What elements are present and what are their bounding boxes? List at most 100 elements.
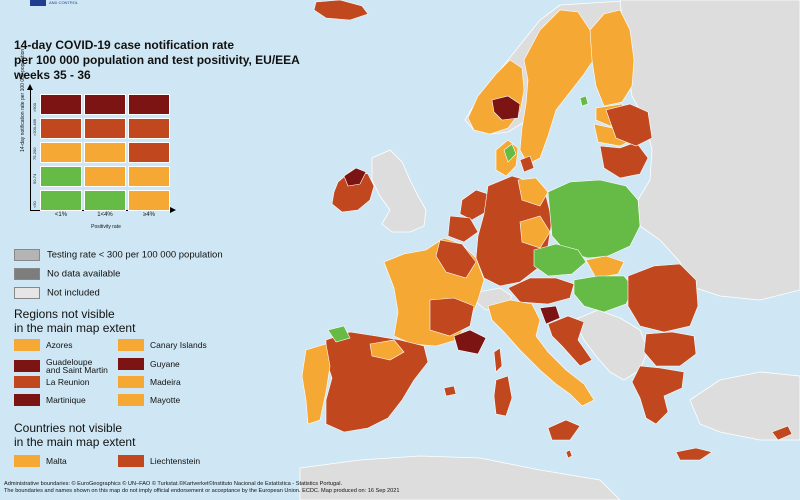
region-france-provence [453,329,487,355]
region-item: Azores [14,339,72,353]
countries-section-title: Countries not visible in the main map ex… [14,421,136,449]
matrix-cell [40,94,82,115]
matrix-cell [128,94,170,115]
legend-label: Not included [47,287,100,299]
region-france-southeast [429,297,475,337]
country-item: Liechtenstein [118,455,200,469]
legend-item: No data available [14,268,120,282]
matrix-cell [40,118,82,139]
matrix-x-axis-label: Positivity rate [91,224,121,230]
country-label: Malta [46,456,67,466]
region-swatch [14,394,40,406]
legend-swatch [14,287,40,299]
region-label: Azores [46,340,73,350]
region-romania [627,263,699,333]
region-item: Guyane [118,358,180,372]
legend-label: No data available [47,268,121,280]
region-spain-galicia [327,325,351,343]
legend-item: Not included [14,287,100,301]
matrix-y-tick: >500 [32,102,37,112]
matrix-y-tick: >200-499 [32,118,37,136]
region-balearic [443,385,457,397]
matrix-y-tick: <50 [32,201,37,208]
non-eu-land-great-britain [371,149,427,233]
matrix-y-tick: 50-74 [32,173,37,184]
logo-text: AND CONTROL [49,0,79,5]
region-slovakia [585,255,625,279]
region-swatch [118,394,144,406]
region-austria [507,277,575,305]
region-item: Canary Islands [118,339,207,353]
regions-section-title: Regions not visible in the main map exte… [14,307,136,335]
non-eu-land-turkey [689,371,800,441]
map-title: 14-day COVID-19 case notification rate p… [14,38,300,82]
region-france-northeast [435,239,477,279]
region-sweden [519,9,597,165]
matrix-cell [40,166,82,187]
region-belgium [447,215,479,243]
matrix-y-axis-label: 14-day notification rate per 100 000 pop… [20,48,26,152]
region-slovenia [539,305,561,325]
region-item: Guadeloupe and Saint Martin [14,358,108,374]
region-germany-northeast [517,177,549,207]
region-czechia [533,243,587,277]
matrix-y-tick: 75-200 [32,147,37,160]
region-portugal [301,343,331,425]
footer-attribution: Administrative boundaries: © EuroGeograp… [4,481,400,494]
region-lithuania [599,141,649,179]
legend-item: Testing rate < 300 per 100 000 populatio… [14,249,223,263]
legend-swatch [14,268,40,280]
region-iceland [313,0,369,21]
matrix-x-tick: 1<4% [97,212,113,218]
region-label: Madeira [150,377,181,387]
region-label: Guyane [150,359,180,369]
country-swatch [14,455,40,467]
region-hungary [573,275,635,313]
region-italy [487,299,595,407]
region-north-sea-islet [503,143,517,163]
matrix-cell [84,166,126,187]
region-denmark-zealand [519,155,535,173]
region-bulgaria [643,331,697,367]
region-item: Martinique [14,394,86,408]
country-item: Malta [14,455,67,469]
region-norway-oslo [491,95,521,121]
matrix-cell [84,190,126,211]
matrix-cell [128,166,170,187]
region-cyprus [771,425,793,441]
matrix-cell [128,142,170,163]
region-finland [589,9,635,107]
region-label: La Reunion [46,377,90,387]
legend-label: Testing rate < 300 per 100 000 populatio… [47,249,223,261]
matrix-cell [84,142,126,163]
matrix-cell [128,190,170,211]
region-swatch [14,376,40,388]
eu-flag-icon [30,0,46,6]
matrix-cell [84,118,126,139]
region-swatch [118,358,144,370]
region-item: Madeira [118,376,181,390]
region-greece [631,365,685,425]
region-label: Canary Islands [150,340,207,350]
region-swatch [14,339,40,351]
matrix-x-tick: ≥4% [143,212,155,218]
matrix-y-axis [27,84,33,210]
region-swatch [118,339,144,351]
region-spain [325,331,429,433]
region-poland [547,179,641,259]
classification-matrix: 14-day notification rate per 100 000 pop… [20,49,176,230]
region-gotland [579,95,589,107]
region-germany-east [519,215,551,249]
non-eu-land-north-africa [299,455,621,500]
region-item: Mayotte [118,394,180,408]
region-label: Martinique [46,395,86,405]
region-spain-north [369,339,405,361]
region-crete [675,447,713,461]
country-swatch [118,455,144,467]
region-sicily [547,419,581,441]
country-label: Liechtenstein [150,456,201,466]
region-label: Mayotte [150,395,181,405]
region-lithuania-north [605,103,653,147]
legend-swatch [14,249,40,261]
